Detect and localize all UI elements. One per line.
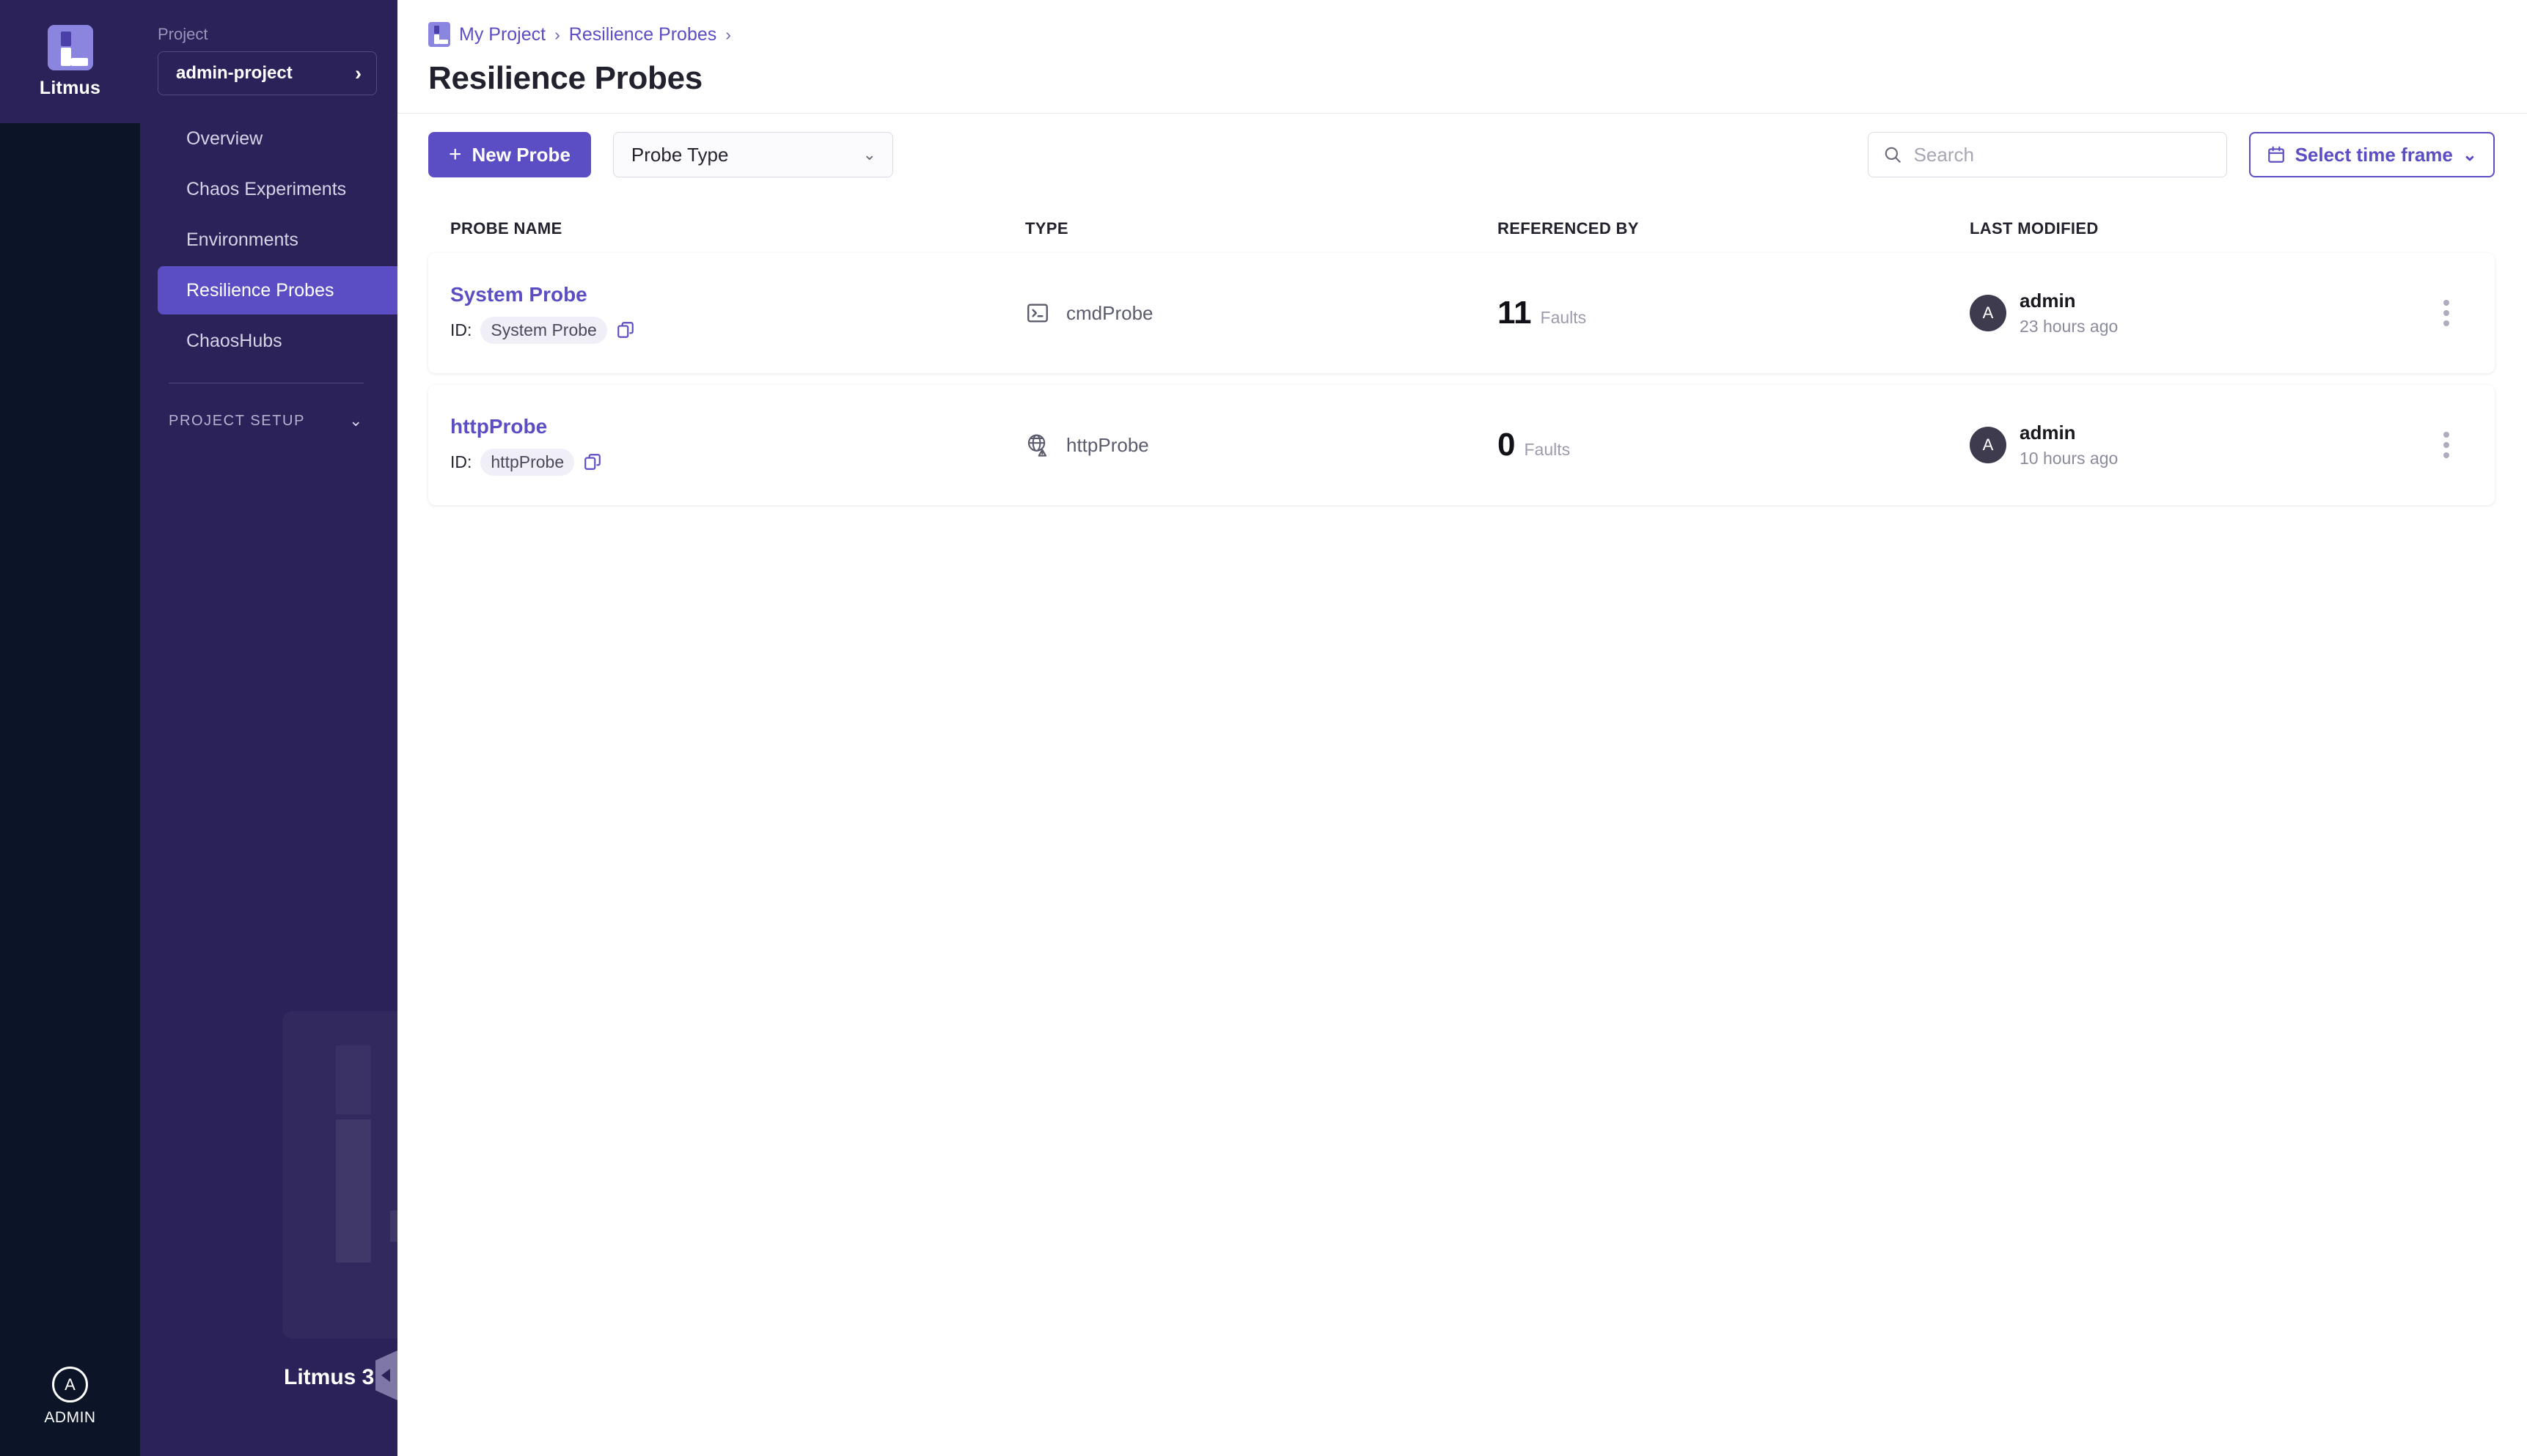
version-label: Litmus 3.0 [284,1365,393,1389]
breadcrumb-separator-icon: › [554,24,560,44]
page-title: Resilience Probes [428,60,703,96]
project-selector[interactable]: admin-project › [158,51,377,95]
type-label: httpProbe [1066,433,1149,456]
cell-actions [2438,300,2495,326]
user-role-label: ADMIN [44,1409,96,1426]
referenced-unit: Faults [1524,440,1571,459]
sidebar-item-chaos-experiments[interactable]: Chaos Experiments [158,165,397,213]
avatar: A [1970,427,2006,463]
probe-id-line: ID: System Probe [450,316,635,344]
breadcrumb-separator-icon: › [725,24,731,44]
page-header: My Project › Resilience Probes › Resilie… [397,0,2527,114]
sidebar-section-label: PROJECT SETUP [169,412,306,429]
probe-name-link[interactable]: System Probe [450,282,587,306]
column-header-probe-name: PROBE NAME [450,219,562,238]
sidebar-nav: Overview Chaos Experiments Environments … [140,114,397,365]
calendar-icon [2267,146,2284,163]
breadcrumb: My Project › Resilience Probes › [428,21,2527,48]
sidebar-item-overview[interactable]: Overview [158,114,397,163]
sidebar-section-project-setup[interactable]: PROJECT SETUP ⌄ [169,401,364,441]
avatar[interactable]: A [52,1367,88,1402]
cell-type: httpProbe [1025,433,1497,457]
select-time-frame-button[interactable]: Select time frame ⌄ [2248,132,2495,177]
plus-icon: + [449,142,462,166]
row-menu-icon[interactable] [2443,432,2449,458]
main-content: My Project › Resilience Probes › Resilie… [397,0,2527,1456]
sidebar-item-chaoshubs[interactable]: ChaosHubs [158,317,397,365]
globe-alert-icon [1027,434,1047,457]
cell-probe-name: httpProbe ID: httpProbe [450,415,1025,476]
copy-icon[interactable] [616,320,635,339]
chevron-down-icon: ⌄ [862,145,876,163]
search-box[interactable] [1867,132,2227,177]
cell-probe-name: System Probe ID: System Probe [450,283,1025,344]
cell-last-modified: A admin 23 hours ago [1970,290,2438,337]
sidebar-item-label: Resilience Probes [186,279,334,301]
probe-id-value: System Probe [480,316,607,344]
sidebar-item-label: Chaos Experiments [186,178,347,199]
sidebar-item-resilience-probes[interactable]: Resilience Probes [158,266,397,315]
referenced-unit: Faults [1540,308,1587,327]
modified-by-user: admin [2020,422,2076,444]
modified-time: 10 hours ago [2020,449,2119,468]
search-icon [1885,147,1901,163]
terminal-icon [1027,304,1048,323]
probe-name-link[interactable]: httpProbe [450,414,548,438]
litmus-logo-icon [47,24,93,70]
type-label: cmdProbe [1066,301,1154,324]
avatar: A [1970,295,2006,331]
project-sidebar: Project admin-project › Overview Chaos E… [140,0,499,1456]
cell-referenced-by: 11 Faults [1497,295,1970,331]
sidebar-item-label: Overview [186,128,263,149]
rail-brand-block[interactable]: Litmus [0,0,140,123]
sidebar-item-label: ChaosHubs [186,330,282,351]
row-menu-icon[interactable] [2443,300,2449,326]
column-header-type: TYPE [1025,219,1068,238]
breadcrumb-item-my-project[interactable]: My Project [459,23,546,45]
sidebar-item-label: Environments [186,229,298,250]
modified-time: 23 hours ago [2020,317,2119,336]
probe-type-select[interactable]: Probe Type ⌄ [612,132,893,177]
table-header-row: PROBE NAME TYPE REFERENCED BY LAST MODIF… [428,205,2495,253]
copy-icon[interactable] [583,452,602,471]
chevron-down-icon: ⌄ [348,411,364,430]
cell-last-modified: A admin 10 hours ago [1970,422,2438,468]
icon-rail: Litmus A ADMIN [0,0,140,1456]
table-row[interactable]: System Probe ID: System Probe [428,253,2495,373]
litmus-logo-icon [428,22,450,47]
rail-user-block[interactable]: A ADMIN [0,1367,140,1427]
project-label: Project [158,25,208,43]
probe-type-value: Probe Type [631,143,729,166]
probe-id-label: ID: [450,320,472,339]
new-probe-label: New Probe [472,143,571,166]
referenced-count: 11 [1497,295,1532,331]
cell-referenced-by: 0 Faults [1497,427,1970,463]
toolbar: + New Probe Probe Type ⌄ [397,114,2527,196]
probe-id-line: ID: httpProbe [450,448,602,476]
sidebar-item-environments[interactable]: Environments [158,216,397,264]
chevron-down-icon: ⌄ [2462,144,2477,165]
probe-id-label: ID: [450,452,472,471]
cell-actions [2438,432,2495,458]
collapse-sidebar-arrow-icon[interactable] [375,1350,397,1400]
column-header-last-modified: LAST MODIFIED [1970,219,2099,238]
breadcrumb-item-resilience-probes[interactable]: Resilience Probes [568,23,717,45]
search-input[interactable] [1913,143,2212,166]
table-row[interactable]: httpProbe ID: httpProbe [428,385,2495,505]
rail-brand-label: Litmus [39,77,101,98]
new-probe-button[interactable]: + New Probe [428,132,591,177]
chevron-right-icon: › [355,62,362,84]
referenced-count: 0 [1497,427,1516,463]
probe-id-value: httpProbe [480,448,575,476]
cell-type: cmdProbe [1025,301,1497,326]
probes-table: PROBE NAME TYPE REFERENCED BY LAST MODIF… [397,196,2527,517]
column-header-referenced-by: REFERENCED BY [1497,219,1639,238]
modified-by-user: admin [2020,290,2076,312]
project-selector-value: admin-project [176,63,293,83]
select-time-frame-label: Select time frame [2295,143,2453,166]
